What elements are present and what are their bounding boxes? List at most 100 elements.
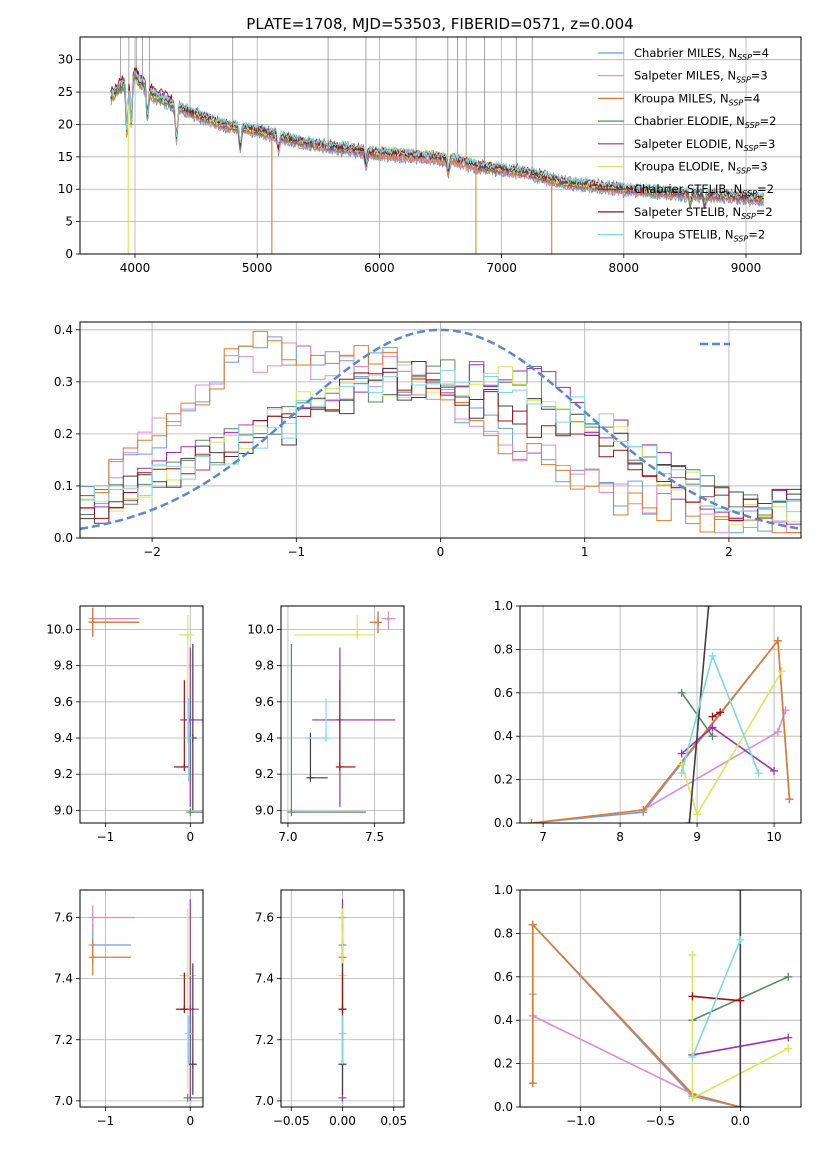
y-tick-label: 0.3: [54, 375, 73, 389]
weight-series: [677, 723, 779, 775]
y-tick-label: 0.4: [494, 729, 513, 743]
x-tick-label: 4000: [120, 261, 151, 275]
y-tick-label: 0.2: [494, 773, 513, 787]
weight-line: [531, 922, 741, 1107]
errorbar-point: [335, 680, 356, 771]
weight-line: [642, 709, 787, 811]
errorbar-point: [179, 615, 195, 744]
y-tick-label: 7.4: [54, 972, 73, 986]
y-tick-label: 7.2: [54, 1033, 73, 1047]
errorbar-point: [312, 647, 396, 807]
errorbar-point: [88, 609, 140, 637]
weight-series: [527, 636, 794, 823]
y-tick-label: 0.6: [494, 686, 513, 700]
errorbar-point: [306, 732, 328, 782]
residuals-plot-area: [80, 328, 801, 534]
spectrum-plot-area: [110, 37, 765, 254]
weight-series: [528, 990, 697, 1098]
errorbar-point: [179, 908, 197, 1089]
legend-item: Salpeter MILES, NSSP=3: [598, 69, 768, 85]
weight-series: [688, 951, 793, 1103]
weight-marker: [708, 651, 717, 660]
weight-marker: [639, 805, 648, 814]
spectrum-axes: 4000 5000 6000 7000 8000 9000 0 5 10 15 20 25 30 Chab…: [58, 36, 802, 275]
weight-line: [691, 939, 742, 1058]
errorbar-point: [184, 698, 193, 782]
weight-series: [677, 651, 763, 778]
weight-marker: [527, 819, 536, 823]
y-tick-label: 10: [58, 182, 73, 196]
legend-item: Chabrier STELIB, NSSP=2: [598, 182, 774, 198]
weight-line: [688, 606, 710, 823]
errorbar-point: [175, 972, 189, 1014]
legend-label: Chabrier STELIB, NSSP=2: [634, 182, 774, 198]
y-tick-label: 0.0: [494, 1100, 513, 1114]
x-tick-label: 7000: [486, 261, 517, 275]
y-tick-label: 9.0: [255, 803, 274, 817]
mass_vs_Z-axes: −1 0 7.0 7.2 7.4 7.6: [54, 889, 204, 1128]
x-tick-label: −1.0: [566, 1114, 595, 1128]
errorbar-point: [88, 938, 131, 976]
weight-line: [531, 638, 791, 823]
weight-marker: [688, 1053, 697, 1062]
legend-label: Chabrier MILES, NSSP=4: [634, 46, 769, 62]
x-tick-label: 0.00: [329, 1114, 356, 1128]
x-tick-label: 0.05: [380, 1114, 407, 1128]
residual-histogram: [80, 360, 801, 521]
y-tick-label: 15: [58, 150, 73, 164]
weight-marker: [784, 1033, 793, 1042]
y-tick-label: 0.4: [54, 323, 73, 337]
y-tick-label: 9.6: [54, 695, 73, 709]
y-tick-label: 1.0: [494, 883, 513, 897]
weight-marker: [785, 795, 794, 804]
x-tick-label: −1: [97, 1114, 115, 1128]
y-tick-label: 10.0: [46, 623, 73, 637]
weight-series: [528, 920, 745, 1107]
errorbar-point: [305, 698, 331, 743]
y-tick-label: 7.6: [255, 911, 274, 925]
x-tick-label: 10: [766, 830, 781, 844]
weight-marker: [736, 996, 745, 1005]
legend-item: Kroupa MILES, NSSP=4: [598, 91, 760, 107]
y-tick-label: 9.4: [54, 731, 73, 745]
weight-marker: [708, 712, 717, 721]
spectrum-model-line: [110, 74, 765, 210]
weight-series: [527, 636, 794, 823]
y-tick-label: 7.6: [54, 911, 73, 925]
errorbar-point: [338, 972, 347, 1014]
errorbar-point: [88, 905, 136, 930]
x-tick-label: 9: [693, 830, 701, 844]
legend-label: Salpeter STELIB, NSSP=2: [634, 205, 773, 221]
weight-marker: [677, 769, 686, 778]
errorbar-point: [188, 963, 197, 1095]
age_vs_mass-grid: [281, 606, 404, 823]
legend-item: Kroupa STELIB, NSSP=2: [598, 228, 765, 244]
legend-label: Kroupa ELODIE, NSSP=3: [634, 160, 768, 176]
age_vs_mass-plot-area: [287, 611, 396, 817]
x-tick-label: 8000: [609, 261, 640, 275]
y-tick-label: 25: [58, 85, 73, 99]
spectrum-model-line: [110, 70, 765, 204]
age_vs_Z-axes: −1 0 9.0 9.2 9.4 9.6 9.8 10.0: [46, 605, 204, 844]
weight_vs_Z-axes: −1.0 −0.5 0.0 0.0 0.2 0.4 0.6 0.8 1.0: [494, 883, 802, 1128]
residual-histogram: [80, 359, 801, 516]
weight-marker: [677, 688, 686, 697]
x-tick-label: 1: [581, 545, 589, 559]
x-tick-label: 7.5: [365, 830, 384, 844]
weight-marker: [770, 766, 779, 775]
weight-marker: [708, 723, 717, 732]
y-tick-label: 0.8: [494, 926, 513, 940]
legend-label: Salpeter MILES, NSSP=3: [634, 69, 768, 85]
x-tick-label: 8: [616, 830, 624, 844]
age_vs_mass-frame: [280, 605, 405, 824]
errorbar-point: [88, 923, 131, 967]
y-tick-label: 7.4: [255, 972, 274, 986]
errorbar-point: [186, 808, 203, 817]
y-tick-label: 0.0: [54, 531, 73, 545]
x-tick-label: 6000: [364, 261, 395, 275]
legend-label: Chabrier ELODIE, NSSP=2: [634, 114, 776, 130]
legend-item: Chabrier ELODIE, NSSP=2: [598, 114, 776, 130]
mass_vs_ebv-plot-area: [338, 899, 347, 1102]
errorbar-point: [294, 615, 375, 639]
